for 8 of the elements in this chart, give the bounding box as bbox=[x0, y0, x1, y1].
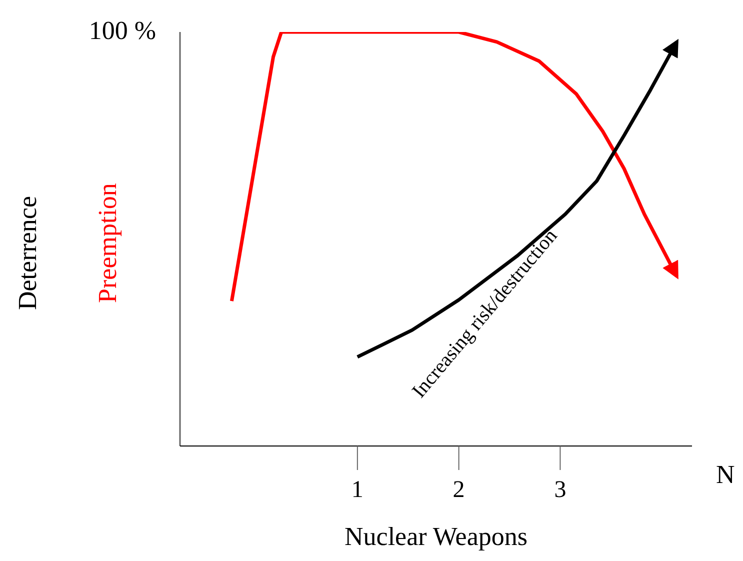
text: 100 % bbox=[88, 16, 156, 46]
text: Preemption bbox=[93, 182, 123, 305]
x-tick-label: 3 bbox=[554, 477, 566, 504]
text: N bbox=[716, 460, 735, 490]
x-tick-label: 1 bbox=[351, 477, 364, 504]
x-axis-title: Nuclear Weapons bbox=[344, 522, 528, 551]
text: Deterrence bbox=[13, 194, 43, 312]
x-tick-label: 2 bbox=[452, 477, 465, 504]
